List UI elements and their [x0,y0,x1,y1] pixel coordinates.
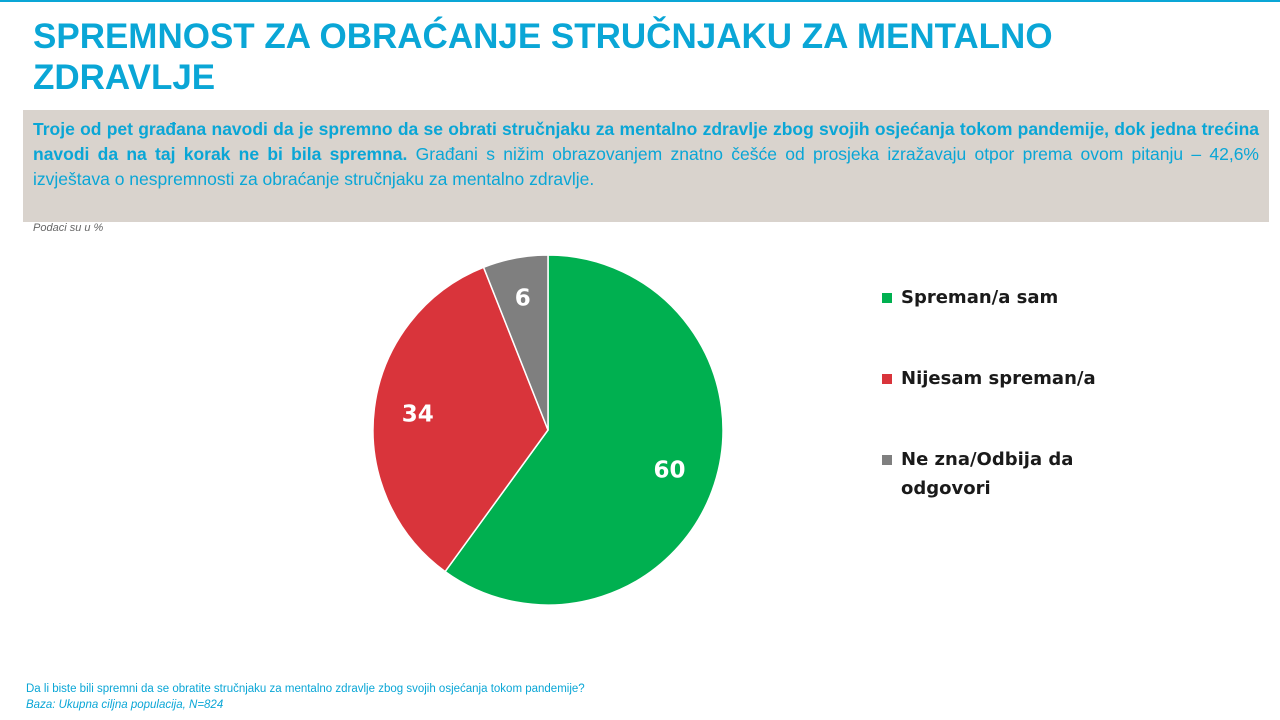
summary-lead: Troje od pet građana navodi da je spremn… [33,119,1259,164]
legend-swatch-spreman [882,293,892,303]
legend-label-nijesam: Nijesam spreman/a [901,368,1096,389]
legend-label-ne-zna: Ne zna/Odbija da odgovori [901,449,1074,499]
pie-slice-1 [372,266,549,573]
summary-body: Građani s nižim obrazovanjem znatno češć… [33,144,1259,189]
legend-item-ne-zna: Ne zna/Odbija da odgovori [880,445,1121,503]
page-title: SPREMNOST ZA OBRAĆANJE STRUČNJAKU ZA MEN… [33,17,1053,97]
legend-item-nijesam: Nijesam spreman/a [880,364,1096,393]
legend-item-spreman: Spreman/a sam [880,283,1058,312]
footnote: Da li biste bili spremni da se obratite … [26,681,585,713]
summary-text: Troje od pet građana navodi da je spremn… [33,117,1259,192]
pie-label-2: 6 [515,286,531,312]
summary-box: Troje od pet građana navodi da je spremn… [23,110,1269,222]
pie-label-1: 34 [402,402,434,428]
units-note: Podaci su u % [33,222,104,234]
pie-label-0: 60 [653,457,685,483]
pie-slice-0 [444,254,724,606]
legend-swatch-nijesam [882,374,892,384]
top-rule [0,0,1280,2]
footnote-base: Baza: Ukupna ciljna populacija, N=824 [26,699,224,711]
footnote-question: Da li biste bili spremni da se obratite … [26,683,585,695]
legend-label-spreman: Spreman/a sam [901,287,1059,308]
pie-slice-2 [482,254,549,431]
legend-swatch-ne-zna [882,455,892,465]
